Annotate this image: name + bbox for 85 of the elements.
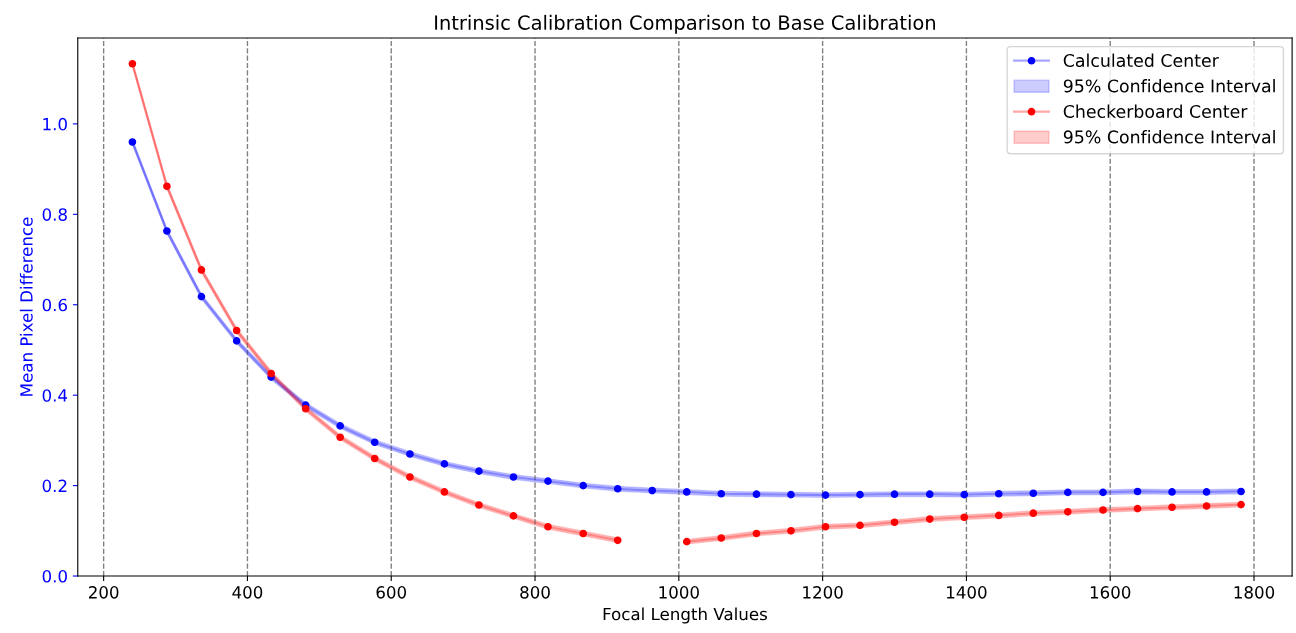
point bbox=[717, 534, 726, 542]
y-tick-label: 0.0 bbox=[42, 569, 67, 583]
point bbox=[925, 490, 934, 499]
point bbox=[994, 511, 1003, 520]
point bbox=[370, 454, 379, 463]
x-tick-label: 1800 bbox=[1234, 586, 1275, 599]
point bbox=[856, 490, 864, 499]
x-tick-label: 1400 bbox=[947, 586, 987, 599]
point bbox=[370, 438, 379, 447]
point bbox=[1168, 503, 1176, 512]
point bbox=[1202, 502, 1211, 510]
point bbox=[406, 450, 414, 458]
point bbox=[787, 526, 795, 535]
point bbox=[960, 490, 969, 499]
y-tick-label: 1.0 bbox=[43, 117, 67, 131]
point bbox=[787, 490, 795, 499]
y-tick-label: 0.6 bbox=[42, 298, 67, 312]
legend-label: 95% Confidence Interval bbox=[1063, 130, 1275, 144]
chart-title: Intrinsic Calibration Comparison to Base Calibration bbox=[435, 14, 935, 34]
point bbox=[925, 515, 934, 523]
x-tick-label: 1000 bbox=[659, 586, 699, 599]
point bbox=[475, 467, 483, 475]
point bbox=[440, 488, 449, 496]
point bbox=[1133, 487, 1142, 496]
point bbox=[752, 490, 761, 499]
point bbox=[1063, 508, 1072, 516]
point bbox=[821, 491, 830, 499]
point bbox=[1099, 488, 1107, 497]
point bbox=[336, 422, 345, 430]
legend-label: 95% Confidence Interval bbox=[1063, 79, 1275, 93]
y-tick-label: 0.4 bbox=[42, 389, 68, 402]
point bbox=[648, 486, 657, 495]
point bbox=[994, 489, 1003, 498]
point bbox=[960, 513, 969, 522]
point bbox=[682, 488, 691, 496]
point bbox=[267, 369, 275, 378]
point bbox=[613, 536, 622, 545]
point bbox=[509, 473, 518, 481]
x-tick-label: 600 bbox=[376, 586, 407, 599]
y-tick-label: 0.2 bbox=[42, 479, 67, 493]
point bbox=[1063, 488, 1072, 497]
point bbox=[197, 266, 206, 274]
point bbox=[232, 326, 241, 335]
point bbox=[1237, 500, 1245, 509]
x-tick-label: 1600 bbox=[1090, 586, 1131, 599]
point bbox=[1133, 504, 1142, 513]
point bbox=[1237, 487, 1245, 496]
point bbox=[544, 522, 552, 531]
point bbox=[406, 473, 414, 481]
point bbox=[163, 227, 171, 235]
point bbox=[475, 501, 483, 509]
point bbox=[301, 404, 310, 413]
legend-label: Checkerboard Center bbox=[1063, 104, 1248, 119]
point bbox=[1168, 488, 1176, 496]
point bbox=[128, 138, 137, 146]
x-tick-label: 200 bbox=[88, 586, 119, 599]
point bbox=[1202, 488, 1211, 496]
point bbox=[856, 521, 864, 530]
point bbox=[163, 182, 171, 191]
point bbox=[336, 433, 345, 442]
point bbox=[440, 460, 449, 468]
x-tick-label: 400 bbox=[232, 586, 263, 599]
point bbox=[197, 292, 206, 301]
point bbox=[1099, 506, 1107, 514]
point bbox=[232, 337, 241, 345]
y-tick-label: 0.8 bbox=[42, 208, 67, 221]
point bbox=[890, 518, 899, 527]
x-axis-title: Focal Length Values bbox=[603, 607, 767, 624]
point bbox=[1029, 509, 1038, 518]
point bbox=[579, 529, 588, 538]
point bbox=[579, 481, 588, 490]
point bbox=[682, 537, 691, 546]
y-axis-title: Mean Pixel Difference bbox=[19, 217, 33, 396]
x-tick-label: 800 bbox=[520, 586, 550, 599]
x-tick-label: 1200 bbox=[803, 586, 843, 599]
point bbox=[509, 512, 518, 520]
point bbox=[1029, 489, 1038, 498]
point bbox=[613, 484, 622, 493]
point bbox=[544, 477, 552, 485]
point bbox=[821, 522, 830, 531]
legend-label: Calculated Center bbox=[1063, 53, 1219, 68]
point bbox=[717, 489, 726, 498]
point bbox=[128, 59, 137, 68]
point bbox=[752, 529, 761, 538]
point bbox=[890, 490, 899, 499]
